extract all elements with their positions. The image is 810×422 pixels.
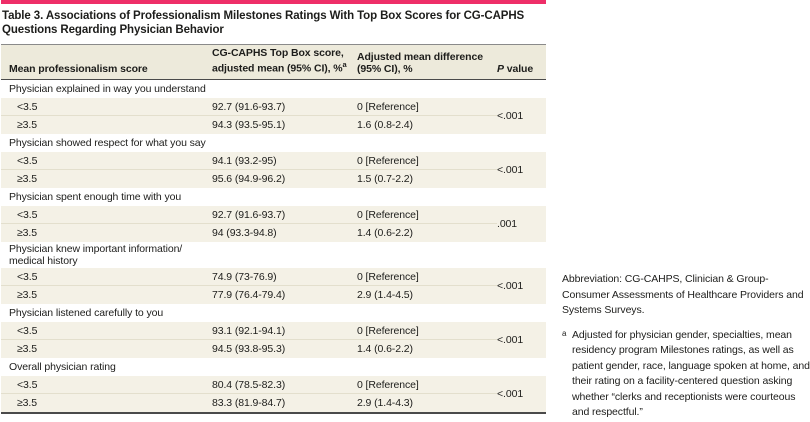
score-cell: ≥3.5 <box>17 173 37 185</box>
footnote-a: a Adjusted for physician gender, special… <box>562 328 810 421</box>
score-cell: <3.5 <box>1 152 212 170</box>
table-header-row: Mean professionalism score CG-CAPHS Top … <box>1 44 546 80</box>
diff-cell: 2.9 (1.4-4.5) <box>357 289 413 301</box>
group-rows: <3.5 92.7 (91.6-93.7) 0 [Reference] ≥3.5… <box>1 206 546 242</box>
topbox-cell: 77.9 (76.4-79.4) <box>212 289 286 301</box>
topbox-cell: 93.1 (92.1-94.1) <box>212 322 357 340</box>
table-group: Overall physician rating <3.5 80.4 (78.5… <box>1 358 546 412</box>
topbox-cell: 80.4 (78.5-82.3) <box>212 376 357 394</box>
diff-cell: 2.9 (1.4-4.3) <box>357 397 413 409</box>
column-header-p-value: P value <box>497 62 534 75</box>
diff-cell: 0 [Reference] <box>357 152 497 170</box>
group-label: Physician spent enough time with you <box>1 188 546 206</box>
diff-cell: 1.5 (0.7-2.2) <box>357 173 413 185</box>
group-label: Physician knew important information/med… <box>1 242 546 268</box>
topbox-cell: 95.6 (94.9-96.2) <box>212 173 286 185</box>
diff-cell: 0 [Reference] <box>357 206 497 224</box>
group-label: Overall physician rating <box>1 358 546 376</box>
column-header-professionalism-score: Mean professionalism score <box>9 62 148 75</box>
p-value-cell: .001 <box>497 218 518 230</box>
diff-cell: 1.4 (0.6-2.2) <box>357 343 413 355</box>
diff-cell: 0 [Reference] <box>357 268 497 286</box>
table3: Table 3. Associations of Professionalism… <box>1 0 546 414</box>
table-accent-bar <box>1 0 546 4</box>
topbox-cell: 83.3 (81.9-84.7) <box>212 397 286 409</box>
score-cell: ≥3.5 <box>17 397 37 409</box>
group-rows: <3.5 94.1 (93.2-95) 0 [Reference] ≥3.5 9… <box>1 152 546 188</box>
score-cell: ≥3.5 <box>17 119 37 131</box>
column-header-topbox-score: CG-CAPHS Top Box score, adjusted mean (9… <box>212 46 347 75</box>
footnotes-panel: Abbreviation: CG-CAHPS, Clinician & Grou… <box>562 272 810 421</box>
table-group: Physician knew important information/med… <box>1 242 546 304</box>
p-value-cell: <.001 <box>497 388 524 400</box>
table-group: Physician showed respect for what you sa… <box>1 134 546 188</box>
score-cell: <3.5 <box>1 98 212 116</box>
footnote-a-text: Adjusted for physician gender, specialti… <box>572 328 810 419</box>
score-cell: <3.5 <box>1 376 212 394</box>
diff-cell: 1.4 (0.6-2.2) <box>357 227 413 239</box>
p-value-cell: <.001 <box>497 110 524 122</box>
topbox-cell: 94.1 (93.2-95) <box>212 152 357 170</box>
topbox-cell: 92.7 (91.6-93.7) <box>212 98 357 116</box>
topbox-cell: 94.5 (93.8-95.3) <box>212 343 286 355</box>
column-header-adjusted-mean-difference: Adjusted mean difference (95% CI), % <box>357 51 483 75</box>
group-rows: <3.5 92.7 (91.6-93.7) 0 [Reference] ≥3.5… <box>1 98 546 134</box>
score-cell: <3.5 <box>1 206 212 224</box>
p-value-cell: <.001 <box>497 164 524 176</box>
table-title: Table 3. Associations of Professionalism… <box>2 10 525 36</box>
p-value-cell: <.001 <box>497 280 524 292</box>
abbreviation-note: Abbreviation: CG-CAHPS, Clinician & Grou… <box>562 273 804 316</box>
group-label: Physician explained in way you understan… <box>1 80 546 98</box>
group-label: Physician showed respect for what you sa… <box>1 134 546 152</box>
table-body: Physician explained in way you understan… <box>1 80 546 414</box>
footnote-a-reference: a <box>342 60 347 69</box>
score-cell: ≥3.5 <box>17 289 37 301</box>
topbox-cell: 94 (93.3-94.8) <box>212 227 277 239</box>
p-value-cell: <.001 <box>497 334 524 346</box>
table-group: Physician explained in way you understan… <box>1 80 546 134</box>
footnote-a-marker: a <box>562 328 567 338</box>
group-rows: <3.5 93.1 (92.1-94.1) 0 [Reference] ≥3.5… <box>1 322 546 358</box>
topbox-cell: 74.9 (73-76.9) <box>212 268 357 286</box>
score-cell: ≥3.5 <box>17 343 37 355</box>
score-cell: ≥3.5 <box>17 227 37 239</box>
diff-cell: 0 [Reference] <box>357 322 497 340</box>
diff-cell: 0 [Reference] <box>357 376 497 394</box>
group-rows: <3.5 80.4 (78.5-82.3) 0 [Reference] ≥3.5… <box>1 376 546 412</box>
score-cell: <3.5 <box>1 322 212 340</box>
group-label: Physician listened carefully to you <box>1 304 546 322</box>
diff-cell: 1.6 (0.8-2.4) <box>357 119 413 131</box>
group-rows: <3.5 74.9 (73-76.9) 0 [Reference] ≥3.5 7… <box>1 268 546 304</box>
topbox-cell: 94.3 (93.5-95.1) <box>212 119 286 131</box>
table-group: Physician listened carefully to you <3.5… <box>1 304 546 358</box>
score-cell: <3.5 <box>1 268 212 286</box>
table-group: Physician spent enough time with you <3.… <box>1 188 546 242</box>
topbox-cell: 92.7 (91.6-93.7) <box>212 206 357 224</box>
diff-cell: 0 [Reference] <box>357 98 497 116</box>
